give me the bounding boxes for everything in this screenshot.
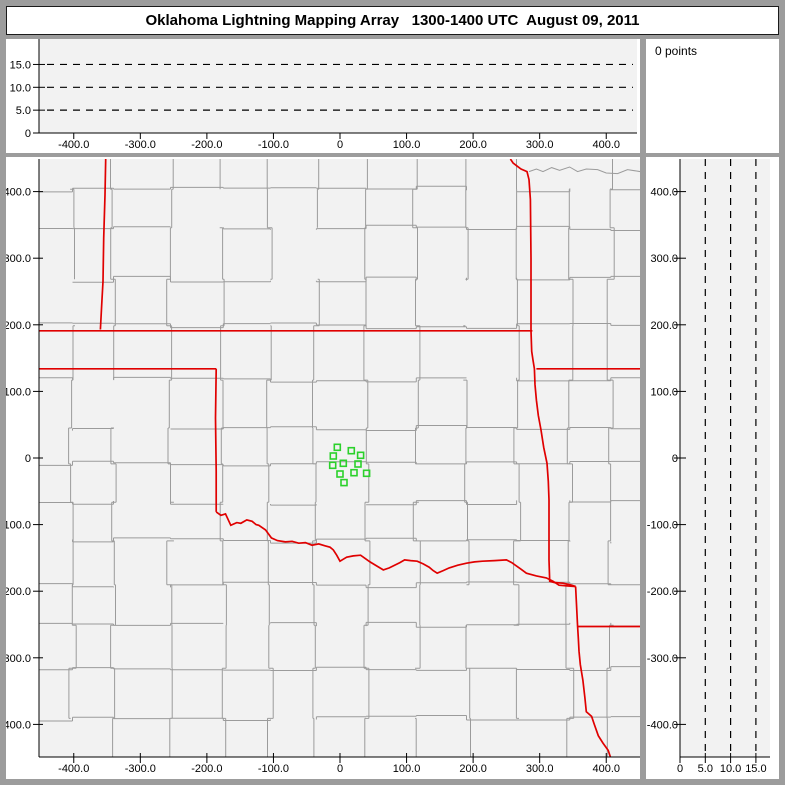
svg-text:-200.0: -200.0 <box>191 763 222 775</box>
plan-view-panel: 400.0 300.0 200.0 100.0 0 -100.0 -200.0 -300.0 -… <box>6 157 640 779</box>
svg-text:0: 0 <box>337 139 343 151</box>
points-count-label: 0 points <box>655 44 698 58</box>
svg-text:-300.0: -300.0 <box>647 653 678 665</box>
svg-text:100.0: 100.0 <box>393 763 421 775</box>
altitude-ew-panel: 0 5.0 10.0 15.0 -400.0 -300.0 -200.0 -100.0 0 100… <box>6 39 640 153</box>
svg-text:-200.0: -200.0 <box>647 586 678 598</box>
svg-text:400.0: 400.0 <box>650 187 678 199</box>
svg-text:0: 0 <box>25 453 31 465</box>
lma-station-marker <box>347 446 356 455</box>
svg-text:400.0: 400.0 <box>592 763 620 775</box>
svg-text:-100.0: -100.0 <box>258 139 289 151</box>
lma-station-marker <box>329 452 338 460</box>
svg-text:-300.0: -300.0 <box>125 763 156 775</box>
lma-station-marker <box>356 451 365 460</box>
svg-text:0: 0 <box>25 128 31 140</box>
svg-text:-300.0: -300.0 <box>125 139 156 151</box>
altitude-ns-plot[interactable]: 400.0 300.0 200.0 100.0 0 -100.0 -200.0 -300.0 -… <box>646 157 779 779</box>
svg-text:-400.0: -400.0 <box>6 719 31 731</box>
svg-text:400.0: 400.0 <box>592 139 620 151</box>
lma-station-marker <box>336 470 344 478</box>
svg-text:-300.0: -300.0 <box>6 653 31 665</box>
svg-text:0: 0 <box>337 763 343 775</box>
svg-text:0: 0 <box>672 453 678 465</box>
svg-text:-200.0: -200.0 <box>191 139 222 151</box>
lma-station-marker <box>362 469 371 478</box>
svg-text:100.0: 100.0 <box>650 386 678 398</box>
title-bar: Oklahoma Lightning Mapping Array 1300-14… <box>6 6 779 35</box>
svg-text:200.0: 200.0 <box>6 320 31 332</box>
svg-text:300.0: 300.0 <box>650 253 678 265</box>
ns-axes: 400.0 300.0 200.0 100.0 0 -100.0 -200.0 -300.0 -… <box>647 159 770 775</box>
river-lines <box>528 166 640 175</box>
svg-text:-200.0: -200.0 <box>6 586 31 598</box>
svg-text:300.0: 300.0 <box>526 139 554 151</box>
ew-axes: 0 5.0 10.0 15.0 -400.0 -300.0 -200.0 -100.0 0 100… <box>10 39 637 151</box>
svg-text:-400.0: -400.0 <box>647 719 678 731</box>
points-counter-panel: 0 points <box>646 39 779 153</box>
svg-text:10.0: 10.0 <box>10 82 31 94</box>
svg-text:300.0: 300.0 <box>6 253 31 265</box>
ew-gridlines <box>47 63 633 111</box>
svg-text:-100.0: -100.0 <box>647 520 678 532</box>
svg-text:15.0: 15.0 <box>745 763 766 775</box>
svg-text:200.0: 200.0 <box>459 763 487 775</box>
lma-station-marker <box>333 443 342 452</box>
plan-axes: 400.0 300.0 200.0 100.0 0 -100.0 -200.0 -300.0 -… <box>6 159 640 775</box>
svg-text:-100.0: -100.0 <box>6 520 31 532</box>
svg-text:100.0: 100.0 <box>6 386 31 398</box>
svg-text:400.0: 400.0 <box>6 187 31 199</box>
lma-station-marker <box>339 459 348 468</box>
lma-stations <box>328 443 371 487</box>
svg-text:-400.0: -400.0 <box>58 763 89 775</box>
ns-gridlines <box>704 159 757 757</box>
svg-text:-100.0: -100.0 <box>258 763 289 775</box>
lma-station-marker <box>350 468 358 477</box>
svg-text:15.0: 15.0 <box>10 59 31 71</box>
plan-view-map[interactable]: 400.0 300.0 200.0 100.0 0 -100.0 -200.0 -300.0 -… <box>6 157 640 779</box>
svg-text:300.0: 300.0 <box>526 763 554 775</box>
lma-station-marker <box>328 461 337 470</box>
svg-text:-400.0: -400.0 <box>58 139 89 151</box>
altitude-ew-plot[interactable]: 0 5.0 10.0 15.0 -400.0 -300.0 -200.0 -100.0 0 100… <box>6 39 640 153</box>
lma-station-marker <box>354 460 362 468</box>
svg-text:5.0: 5.0 <box>16 105 31 117</box>
state-borders <box>39 159 640 757</box>
svg-text:0: 0 <box>677 763 683 775</box>
svg-text:200.0: 200.0 <box>459 139 487 151</box>
window-title: Oklahoma Lightning Mapping Array 1300-14… <box>145 12 640 29</box>
altitude-ns-panel: 400.0 300.0 200.0 100.0 0 -100.0 -200.0 -300.0 -… <box>646 157 779 779</box>
lma-station-marker <box>340 478 348 487</box>
svg-text:10.0: 10.0 <box>720 763 741 775</box>
svg-text:200.0: 200.0 <box>650 320 678 332</box>
svg-text:5.0: 5.0 <box>698 763 713 775</box>
svg-text:100.0: 100.0 <box>393 139 421 151</box>
